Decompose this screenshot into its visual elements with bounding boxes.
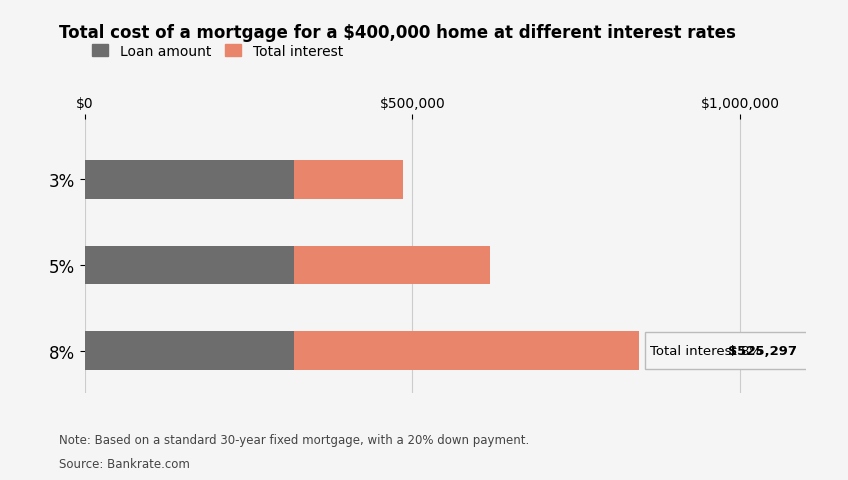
Bar	[294, 161, 404, 199]
Bar	[85, 161, 294, 199]
Text: Source: Bankrate.com: Source: Bankrate.com	[59, 457, 190, 470]
Legend: Loan amount, Total interest: Loan amount, Total interest	[92, 45, 343, 59]
Text: Total interest 8%: Total interest 8%	[650, 344, 767, 357]
Bar	[294, 246, 490, 285]
Text: $525,297: $525,297	[728, 344, 797, 357]
Bar	[85, 246, 294, 285]
FancyBboxPatch shape	[645, 332, 823, 370]
Text: Note: Based on a standard 30-year fixed mortgage, with a 20% down payment.: Note: Based on a standard 30-year fixed …	[59, 433, 530, 446]
Text: Total cost of a mortgage for a $400,000 home at different interest rates: Total cost of a mortgage for a $400,000 …	[59, 24, 736, 42]
Bar	[85, 332, 294, 370]
Bar	[294, 332, 639, 370]
